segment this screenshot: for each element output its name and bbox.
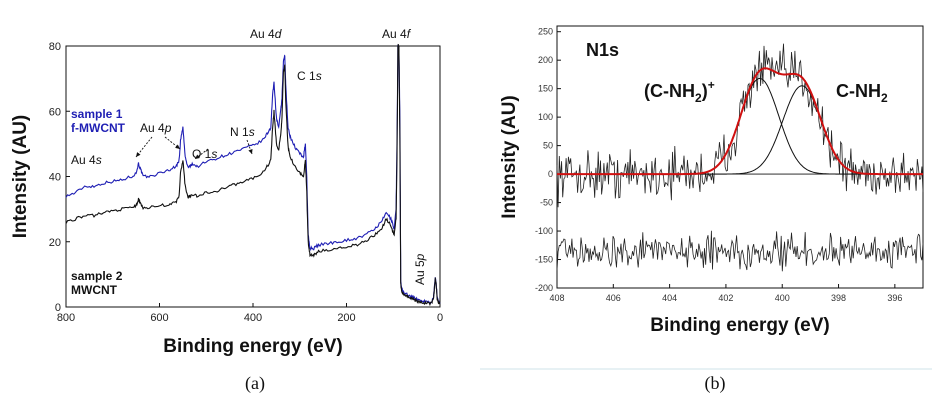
survey-legend-sample1: f-MWCNT <box>71 121 126 135</box>
n1s-x-tick-label: 398 <box>831 293 846 303</box>
n1s-y-tick-label: 50 <box>543 141 553 151</box>
survey-annotation-au4d: Au 4d <box>250 27 282 41</box>
survey-annotation-arrow <box>194 148 209 160</box>
survey-series-line <box>65 43 441 307</box>
n1s-y-ticks: -200 -150 -100 -50 0 50 100 150 200 250 <box>535 27 561 293</box>
survey-annotation-arrowhead <box>136 152 141 157</box>
survey-y-label: Intensity (AU) <box>10 115 31 239</box>
survey-x-label: Binding energy (eV) <box>163 336 342 357</box>
survey-x-ticks: 800 600 400 200 0 <box>57 303 443 324</box>
n1s-x-tick-label: 406 <box>606 293 621 303</box>
survey-annotation-arrowhead <box>175 144 180 149</box>
n1s-x-tick-label: 408 <box>549 293 564 303</box>
survey-panel: 0 20 40 60 80 800 600 400 200 0 sample 1f-MWCNT s… <box>10 27 443 394</box>
n1s-fit-envelope <box>557 67 923 176</box>
n1s-label-cnh2: C-NH2 <box>836 81 888 105</box>
n1s-series <box>556 43 924 272</box>
n1s-x-tick-label: 404 <box>662 293 677 303</box>
panel-label-a: (a) <box>245 373 265 394</box>
n1s-label-cnh2plus: (C-NH2)+ <box>644 78 715 105</box>
n1s-y-tick-label: 100 <box>538 112 553 122</box>
n1s-y-tick-label: -200 <box>535 283 553 293</box>
survey-annotation-au4p: Au 4p <box>140 121 172 135</box>
n1s-title: N1s <box>586 40 619 60</box>
survey-annotation-au5p: Au 5p <box>413 253 427 285</box>
survey-x-tick-label: 800 <box>57 312 75 324</box>
n1s-y-label: Intensity (AU) <box>499 95 520 219</box>
n1s-residual <box>556 230 924 272</box>
survey-y-tick-label: 0 <box>55 302 61 314</box>
survey-x-tick-label: 600 <box>150 312 168 324</box>
panel-label-b: (b) <box>705 373 726 394</box>
n1s-x-label: Binding energy (eV) <box>650 315 829 336</box>
survey-y-tick-label: 40 <box>49 172 61 184</box>
survey-legend-sample2: MWCNT <box>71 283 118 297</box>
n1s-panel: -200 -150 -100 -50 0 50 100 150 200 250 408 406 404… <box>499 25 924 394</box>
survey-y-tick-label: 20 <box>49 237 61 249</box>
survey-annotation-au4f: Au 4f <box>382 27 412 41</box>
n1s-x-tick-label: 402 <box>718 293 733 303</box>
survey-y-tick-label: 80 <box>49 41 61 53</box>
survey-annotation-c1s: C 1s <box>297 69 322 83</box>
survey-plot-frame <box>65 45 441 308</box>
survey-series-line <box>65 44 441 305</box>
survey-annotation-arrowhead <box>195 154 200 159</box>
n1s-y-tick-label: -150 <box>535 255 553 265</box>
survey-annotation-au4s: Au 4s <box>71 153 102 167</box>
survey-x-tick-label: 0 <box>437 312 443 324</box>
n1s-x-tick-label: 400 <box>775 293 790 303</box>
n1s-raw-spectrum <box>556 43 924 208</box>
survey-annotation-arrowhead <box>248 149 253 154</box>
survey-annotation-n1s: N 1s <box>230 125 255 139</box>
n1s-annotations: (C-NH2)+ C-NH2 <box>644 78 888 105</box>
n1s-plot-frame <box>556 25 924 289</box>
n1s-y-tick-label: -100 <box>535 226 553 236</box>
n1s-y-tick-label: -50 <box>540 198 553 208</box>
survey-legend-sample1: sample 1 <box>71 107 123 121</box>
survey-series <box>65 43 441 307</box>
survey-legend-sample2: sample 2 <box>71 269 123 283</box>
n1s-x-tick-label: 396 <box>887 293 902 303</box>
survey-y-tick-label: 60 <box>49 106 61 118</box>
n1s-y-tick-label: 0 <box>548 169 553 179</box>
n1s-x-ticks: 408 406 404 402 400 398 396 <box>549 284 902 303</box>
survey-x-tick-label: 400 <box>244 312 262 324</box>
n1s-y-tick-label: 200 <box>538 55 553 65</box>
survey-y-ticks: 0 20 40 60 80 <box>49 41 70 314</box>
survey-x-tick-label: 200 <box>337 312 355 324</box>
n1s-y-tick-label: 250 <box>538 27 553 37</box>
n1s-y-tick-label: 150 <box>538 84 553 94</box>
